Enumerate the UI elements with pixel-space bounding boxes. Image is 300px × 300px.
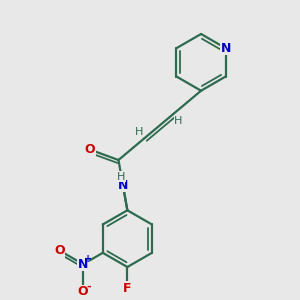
Text: F: F [123,282,132,295]
Text: H: H [135,127,143,136]
Text: O: O [78,285,88,298]
Text: -: - [86,282,91,292]
Text: O: O [54,244,64,257]
Text: O: O [85,143,95,156]
Text: N: N [220,42,231,55]
Text: H: H [117,172,126,182]
Text: +: + [84,254,92,264]
Text: N: N [118,178,128,192]
Text: H: H [174,116,182,126]
Text: N: N [78,258,88,271]
